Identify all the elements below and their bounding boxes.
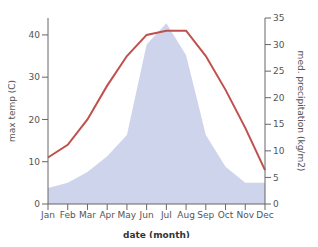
svg-text:5: 5 xyxy=(273,173,279,183)
svg-text:Aug: Aug xyxy=(177,210,195,220)
svg-text:40: 40 xyxy=(29,30,41,40)
svg-text:May: May xyxy=(118,210,137,220)
svg-text:0: 0 xyxy=(273,199,279,209)
svg-text:0: 0 xyxy=(34,199,40,209)
svg-text:med. precipitation (kg/m2): med. precipitation (kg/m2) xyxy=(296,51,306,172)
svg-text:Dec: Dec xyxy=(256,210,273,220)
svg-text:max temp (C): max temp (C) xyxy=(8,80,17,142)
svg-text:10: 10 xyxy=(29,157,41,167)
svg-text:Jul: Jul xyxy=(160,210,172,220)
svg-text:35: 35 xyxy=(273,13,284,23)
svg-text:Sep: Sep xyxy=(197,210,214,220)
svg-text:date (month): date (month) xyxy=(123,230,190,238)
svg-text:Apr: Apr xyxy=(99,210,115,220)
svg-text:20: 20 xyxy=(29,115,41,125)
svg-text:15: 15 xyxy=(273,119,284,129)
svg-text:10: 10 xyxy=(273,146,285,156)
svg-text:Jan: Jan xyxy=(40,210,55,220)
svg-text:30: 30 xyxy=(273,40,285,50)
svg-text:30: 30 xyxy=(29,72,41,82)
svg-text:Mar: Mar xyxy=(79,210,96,220)
svg-text:25: 25 xyxy=(273,66,284,76)
svg-text:Feb: Feb xyxy=(60,210,76,220)
svg-text:Oct: Oct xyxy=(218,210,234,220)
svg-text:Jun: Jun xyxy=(139,210,154,220)
svg-text:20: 20 xyxy=(273,93,285,103)
svg-text:Nov: Nov xyxy=(236,210,254,220)
